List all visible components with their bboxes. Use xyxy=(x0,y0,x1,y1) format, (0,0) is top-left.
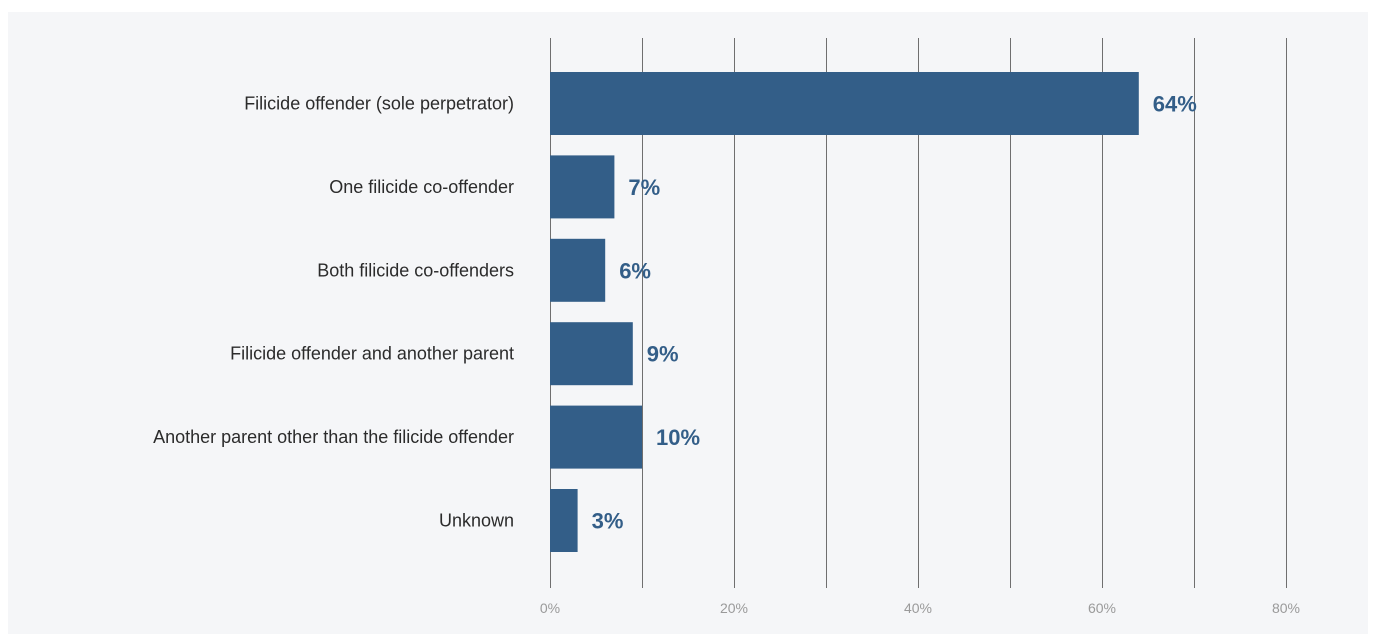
value-label: 3% xyxy=(592,509,624,534)
bar xyxy=(550,155,615,219)
category-label: Both filicide co-offenders xyxy=(317,260,514,280)
x-tick-label: 0% xyxy=(540,600,560,616)
x-tick-label: 60% xyxy=(1088,600,1116,616)
value-label: 64% xyxy=(1153,92,1197,117)
value-label: 6% xyxy=(619,258,651,283)
category-label: Another parent other than the filicide o… xyxy=(153,427,514,447)
bar xyxy=(550,238,606,302)
bar xyxy=(550,322,633,386)
bar xyxy=(550,489,578,552)
category-label: Filicide offender and another parent xyxy=(230,344,514,364)
x-tick-label: 80% xyxy=(1272,600,1300,616)
bar xyxy=(550,72,1139,135)
x-tick-label: 20% xyxy=(720,600,748,616)
value-label: 7% xyxy=(628,175,660,200)
category-label: Filicide offender (sole perpetrator) xyxy=(244,94,514,114)
value-label: 9% xyxy=(647,342,679,367)
x-tick-label: 40% xyxy=(904,600,932,616)
value-label: 10% xyxy=(656,425,700,450)
category-label: Unknown xyxy=(439,511,514,531)
category-label: One filicide co-offender xyxy=(329,177,514,197)
bar xyxy=(550,405,642,469)
